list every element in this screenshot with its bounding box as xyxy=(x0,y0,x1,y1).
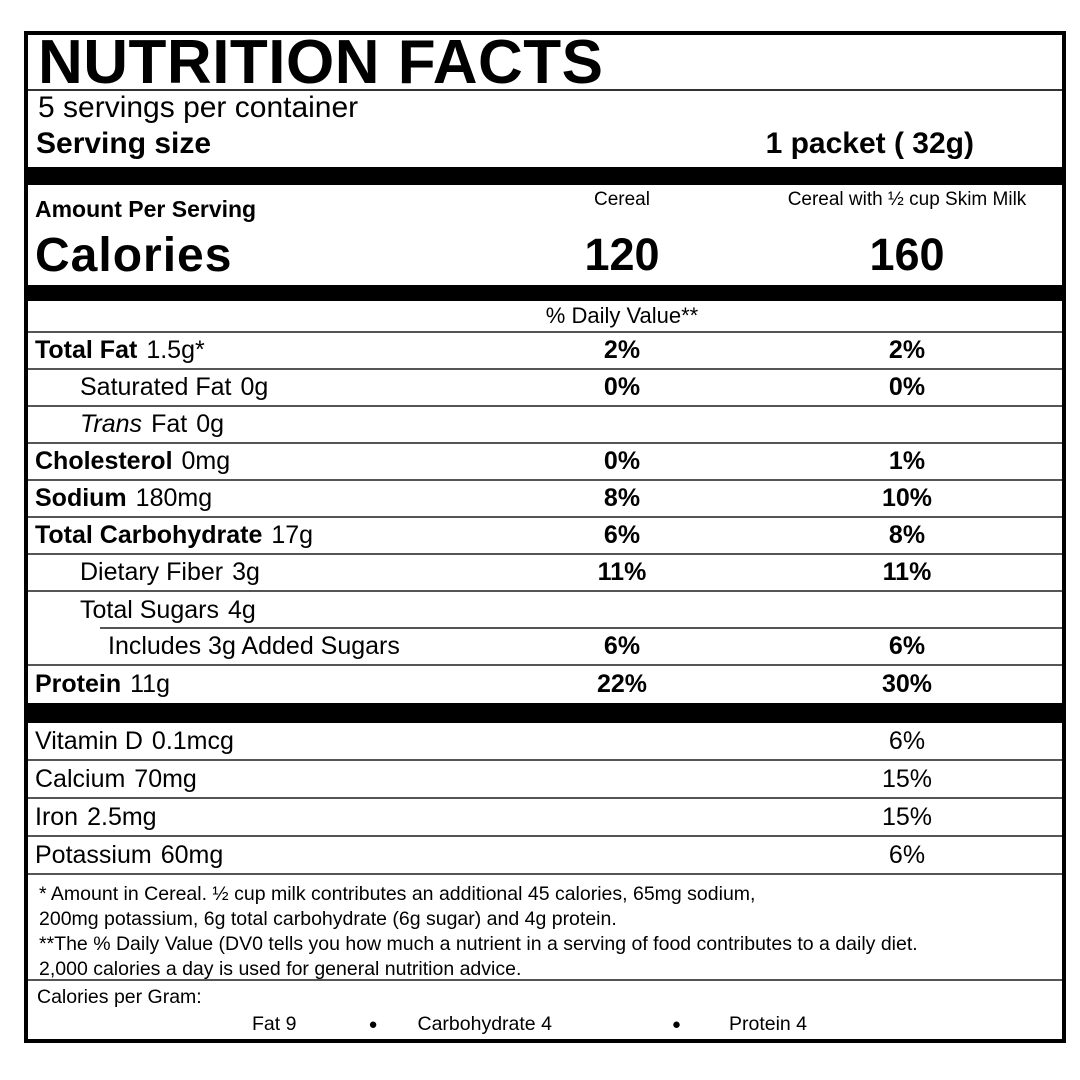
bullet-icon: ● xyxy=(671,1016,681,1033)
nutrient-name: Sodium xyxy=(35,484,127,512)
cpg-protein: Protein 4 xyxy=(728,1013,808,1035)
dv-cereal-milk: 15% xyxy=(881,802,933,831)
nutrient-name: Saturated Fat xyxy=(80,373,232,401)
column-header-cereal: Cereal xyxy=(594,189,650,210)
nutrient-name: Cholesterol xyxy=(35,447,173,475)
nutrition-facts-label: NUTRITION FACTS 5 servings per container… xyxy=(24,31,1066,1043)
nutrient-name: Total Sugars xyxy=(80,596,219,624)
dv-cereal-milk: 1% xyxy=(888,447,926,475)
nutrient-row-total-fat: Total Fat 1.5g* 2% 2% xyxy=(28,333,1062,370)
nutrient-row-total-sugars: Total Sugars 4g xyxy=(28,592,1062,629)
servings-per-container: 5 servings per container xyxy=(38,91,359,124)
footnote-line: 2,000 calories a day is used for general… xyxy=(39,958,522,980)
dv-cereal-milk: 6% xyxy=(888,632,926,660)
dv-cereal-milk: 0% xyxy=(888,373,926,401)
dv-cereal: 8% xyxy=(603,484,641,512)
dv-cereal: 6% xyxy=(603,521,641,549)
nutrient-row-sodium: Sodium 180mg 8% 10% xyxy=(28,481,1062,518)
micronutrient-row-potassium: Potassium 60mg 6% xyxy=(28,837,1062,875)
dv-cereal: 22% xyxy=(596,670,648,698)
dv-cereal: 6% xyxy=(603,632,641,660)
nutrient-amount: 3g xyxy=(232,558,260,586)
daily-value-header: % Daily Value** xyxy=(545,303,699,328)
column-header-row: Amount Per Serving Cereal Cereal with ½ … xyxy=(28,185,1062,225)
thick-divider-top xyxy=(28,167,1062,185)
dv-cereal-milk: 30% xyxy=(881,670,933,698)
micronutrient-row-iron: Iron 2.5mg 15% xyxy=(28,799,1062,837)
calories-label: Calories xyxy=(35,228,233,282)
amount-per-serving-label: Amount Per Serving xyxy=(35,196,257,222)
nutrient-name-italic: Trans xyxy=(80,410,143,438)
dv-cereal-milk: 6% xyxy=(888,840,926,869)
nutrient-name: Fat xyxy=(151,410,188,438)
nutrient-amount: 0mg xyxy=(181,447,231,475)
nutrient-name: Includes 3g Added Sugars xyxy=(108,632,400,660)
nutrient-name: Total Carbohydrate xyxy=(35,521,263,549)
micronutrient-row-calcium: Calcium 70mg 15% xyxy=(28,761,1062,799)
nutrient-amount: 180mg xyxy=(135,484,213,512)
dv-cereal-milk: 11% xyxy=(882,558,932,586)
nutrient-amount: 2.5mg xyxy=(87,802,157,831)
daily-value-header-row: % Daily Value** xyxy=(28,301,1062,333)
calories-per-gram-label: Calories per Gram: xyxy=(37,986,202,1008)
nutrient-amount: 0g xyxy=(240,373,269,401)
nutrient-amount: 0g xyxy=(196,410,224,438)
thick-divider-calories xyxy=(28,285,1062,301)
dv-cereal-milk: 10% xyxy=(881,484,933,512)
nutrient-row-total-carbohydrate: Total Carbohydrate 17g 6% 8% xyxy=(28,518,1062,555)
label-title: NUTRITION FACTS xyxy=(28,32,1062,94)
nutrient-name: Protein xyxy=(35,670,122,698)
nutrient-row-trans-fat: Trans Fat 0g xyxy=(28,407,1062,444)
calories-per-gram-values: Fat 9 ● Carbohydrate 4 ● Protein 4 xyxy=(37,1013,1062,1036)
nutrient-amount: 60mg xyxy=(160,840,224,869)
footnotes: * Amount in Cereal. ½ cup milk contribut… xyxy=(28,875,1062,980)
nutrient-name: Iron xyxy=(35,802,79,831)
nutrient-amount: 17g xyxy=(271,521,314,549)
dv-cereal: 11% xyxy=(597,558,647,586)
nutrient-amount: 4g xyxy=(227,596,256,624)
nutrient-amount: 0.1mcg xyxy=(151,726,234,755)
column-header-cereal-milk: Cereal with ½ cup Skim Milk xyxy=(787,189,1027,210)
nutrient-name: Vitamin D xyxy=(35,726,143,755)
dv-cereal: 2% xyxy=(603,336,641,364)
nutrient-amount: 70mg xyxy=(134,764,197,793)
nutrient-name: Dietary Fiber xyxy=(80,558,224,586)
nutrient-row-added-sugars: Includes 3g Added Sugars 6% 6% xyxy=(28,627,1062,666)
calories-cereal-milk: 160 xyxy=(869,229,945,280)
footnote-line: 200mg potassium, 6g total carbohydrate (… xyxy=(39,908,617,930)
dv-cereal-milk: 6% xyxy=(888,726,926,755)
serving-size-value: 1 packet ( 32g) xyxy=(765,127,974,160)
serving-size-label: Serving size xyxy=(36,127,212,160)
nutrient-amount: 11g xyxy=(130,670,170,698)
footnote-line: * Amount in Cereal. ½ cup milk contribut… xyxy=(39,883,756,905)
nutrient-row-protein: Protein 11g 22% 30% xyxy=(28,666,1062,703)
nutrient-row-cholesterol: Cholesterol 0mg 0% 1% xyxy=(28,444,1062,481)
cpg-carbohydrate: Carbohydrate 4 xyxy=(417,1013,552,1035)
dv-cereal-milk: 2% xyxy=(888,336,926,364)
dv-cereal-milk: 15% xyxy=(881,764,933,793)
thick-divider-micronutrients xyxy=(28,703,1062,723)
nutrient-amount: 1.5g* xyxy=(146,336,205,364)
calories-cereal: 120 xyxy=(584,229,660,280)
dv-cereal: 0% xyxy=(603,373,641,401)
nutrient-row-dietary-fiber: Dietary Fiber 3g 11% 11% xyxy=(28,555,1062,592)
calories-row: Calories 120 160 xyxy=(28,225,1062,285)
bullet-icon: ● xyxy=(368,1016,378,1033)
footnote-line: **The % Daily Value (DV0 tells you how m… xyxy=(39,933,918,955)
indented-divider xyxy=(100,627,1062,629)
micronutrient-row-vitamin-d: Vitamin D 0.1mcg 6% xyxy=(28,723,1062,761)
cpg-fat: Fat 9 xyxy=(252,1013,297,1035)
dv-cereal-milk: 8% xyxy=(888,521,926,549)
nutrient-name: Calcium xyxy=(35,764,126,793)
serving-size-row: Serving size 1 packet ( 32g) xyxy=(28,125,1062,167)
dv-cereal: 0% xyxy=(603,447,641,475)
nutrient-name: Total Fat xyxy=(35,336,138,364)
nutrient-row-saturated-fat: Saturated Fat 0g 0% 0% xyxy=(28,370,1062,407)
nutrient-name: Potassium xyxy=(35,840,152,869)
calories-per-gram-section: Calories per Gram: Fat 9 ● Carbohydrate … xyxy=(28,979,1062,1039)
